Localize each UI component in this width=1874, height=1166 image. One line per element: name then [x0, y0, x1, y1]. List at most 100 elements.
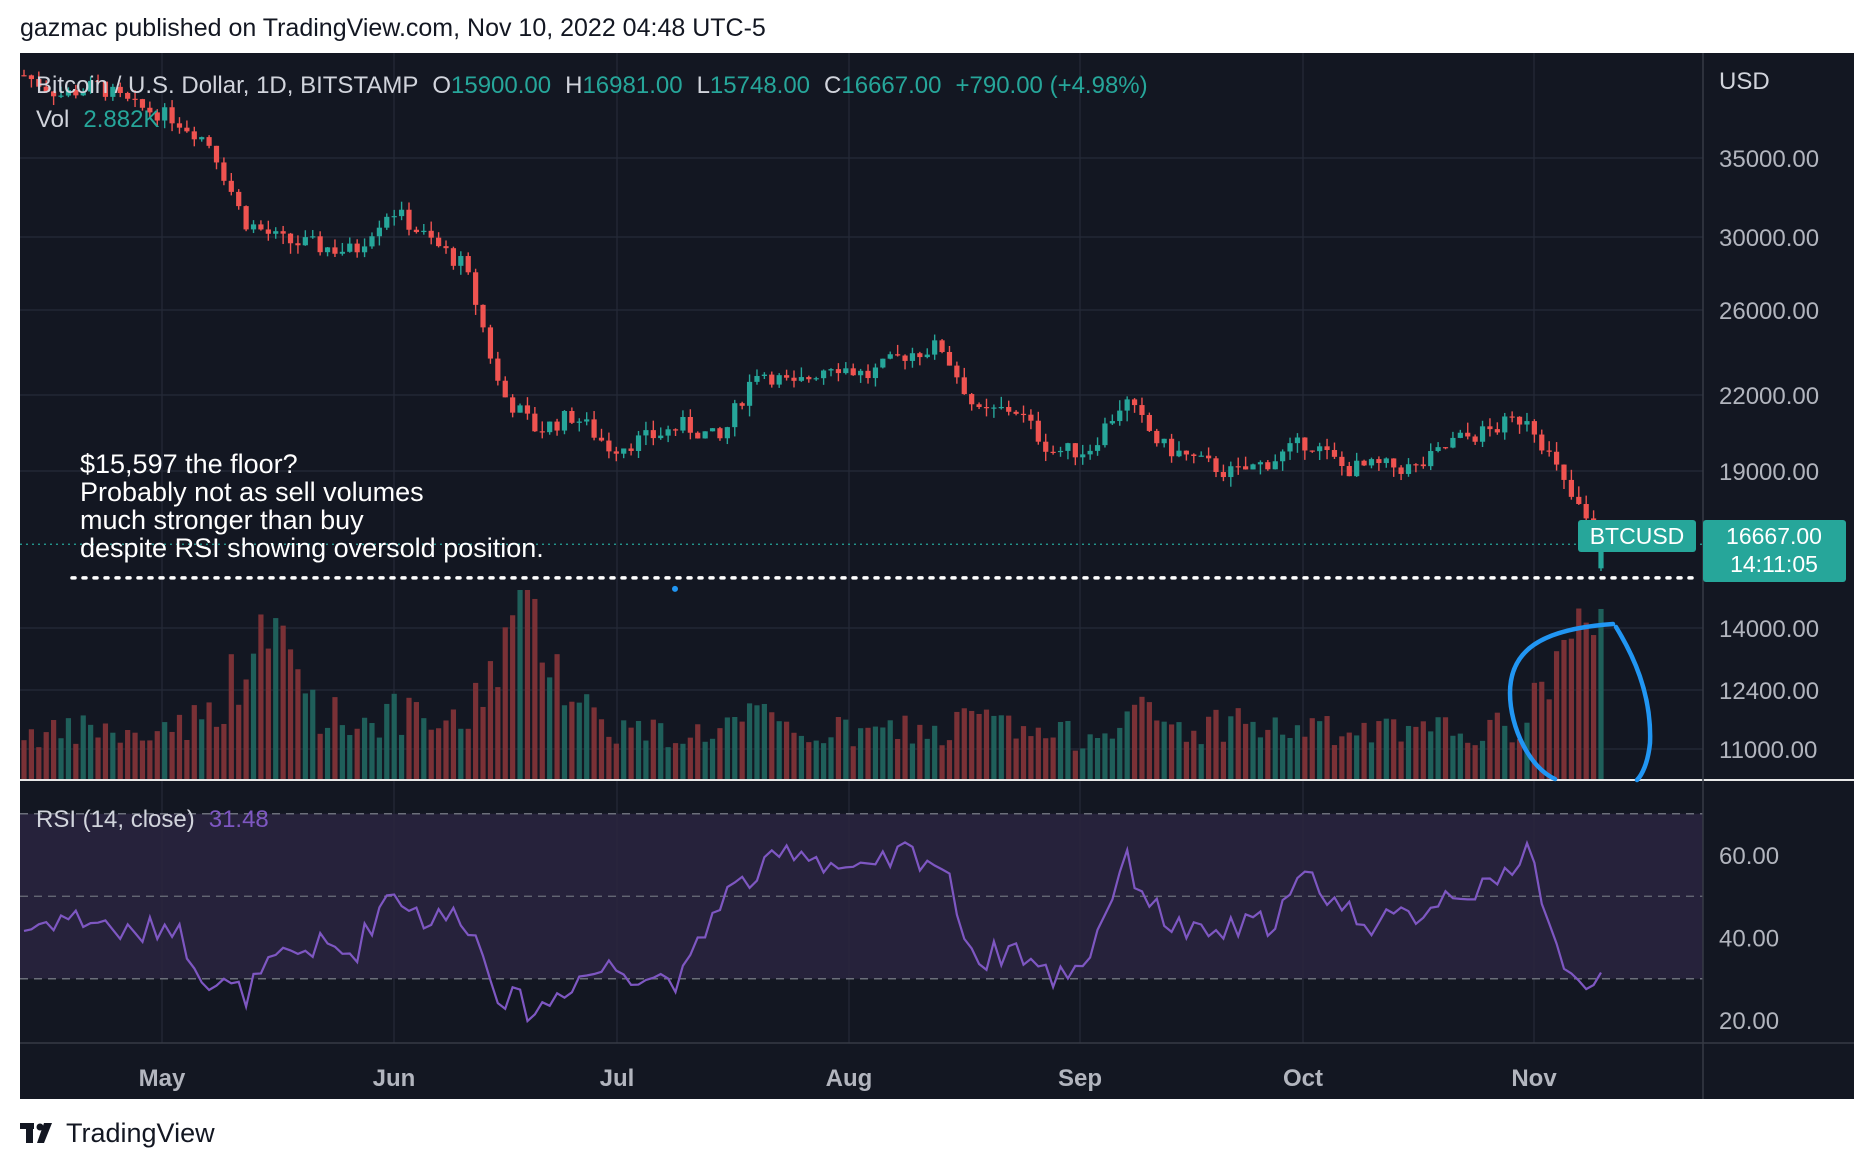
candle-body [384, 216, 390, 228]
hand-drawn-circle[interactable] [1507, 621, 1653, 783]
chart-container[interactable]: Bitcoin / U.S. Dollar, 1D, BITSTAMP O1590… [20, 53, 1854, 1099]
volume-bar [361, 717, 368, 780]
candle-body [969, 394, 975, 405]
volume-bar [21, 740, 27, 780]
candle-body [1057, 450, 1064, 453]
candle-body [628, 448, 634, 451]
volume-bar [169, 731, 175, 780]
candle-body [1302, 437, 1308, 451]
candle-body [983, 407, 990, 409]
volume-bar [1243, 723, 1249, 780]
volume-bar [406, 697, 412, 780]
candle-body [709, 428, 716, 432]
candle-body [702, 431, 708, 439]
candle-body [650, 430, 656, 439]
volume-bar [887, 720, 893, 780]
volume-bar [1331, 745, 1338, 780]
volume-bar [1435, 717, 1441, 780]
candle-body [687, 416, 693, 433]
volume-bar [1428, 731, 1434, 780]
time-axis-labels[interactable]: May Jun Jul Aug Sep Oct Nov [139, 1065, 1558, 1092]
candle-body [51, 91, 57, 97]
volume-bar [1317, 721, 1323, 780]
candle-body [613, 451, 619, 454]
drawing-anchor-dot[interactable] [672, 585, 678, 592]
candle-body [554, 421, 560, 431]
rsi-tick-label: 60.00 [1719, 843, 1779, 870]
candle-body [1383, 458, 1389, 464]
volume-bar [524, 590, 531, 780]
candle-body [28, 75, 35, 80]
volume-bar [591, 707, 597, 780]
volume-bar [954, 711, 960, 780]
candle-body [162, 107, 168, 121]
candle-body [354, 243, 360, 253]
annotation-text[interactable]: $15,597 the floor? Probably not as sell … [80, 449, 544, 563]
candle-body [347, 243, 353, 252]
candle-body [1598, 544, 1604, 569]
candle-body [1020, 413, 1027, 416]
volume-bar [1080, 748, 1086, 780]
volume-bar [236, 704, 242, 780]
candle-body [1354, 460, 1360, 477]
candle-body [1442, 447, 1449, 449]
time-label: Jun [373, 1065, 416, 1092]
candle-body [1472, 436, 1478, 442]
candle-body [1376, 459, 1382, 464]
volume-bar [1176, 722, 1182, 780]
volume-bar [310, 689, 316, 780]
volume-bar [1109, 738, 1115, 780]
volume-bar [1265, 729, 1271, 780]
candle-body [902, 355, 908, 361]
candle-body [939, 340, 945, 353]
candle-body [1235, 466, 1241, 468]
volume-bar [1124, 711, 1130, 780]
svg-text:BTCUSD: BTCUSD [1590, 523, 1685, 549]
candle-body [732, 403, 738, 428]
candle-body [280, 231, 286, 234]
candle-body [1280, 451, 1286, 462]
candle-body [665, 429, 671, 436]
candle-body [391, 216, 397, 218]
volume-bar [1161, 721, 1167, 780]
volume-bar [421, 718, 427, 780]
rsi-axis-ticks[interactable]: 60.00 40.00 20.00 [1719, 843, 1779, 1035]
volume-bar [835, 717, 842, 780]
candle-body [917, 353, 923, 358]
candle-body [265, 229, 271, 234]
candle-body [80, 91, 86, 96]
volume-bar [1576, 608, 1582, 780]
volume-bar [184, 739, 190, 780]
volume-bar [295, 669, 301, 780]
volume-bar [1146, 702, 1152, 780]
volume-bar [443, 720, 449, 780]
candle-body [1317, 446, 1323, 452]
price-tick-label: 26000.00 [1719, 298, 1819, 325]
volume-bar [1235, 708, 1241, 780]
volume-bar [1398, 741, 1404, 780]
volume-bar [1020, 726, 1027, 780]
candle-body [102, 81, 109, 97]
candle-body [236, 191, 242, 207]
candle-body [606, 440, 612, 452]
volume-bar [480, 706, 486, 780]
candle-body [376, 227, 382, 237]
volume-bar [991, 715, 997, 780]
volume-bar [1302, 736, 1308, 780]
price-axis-ticks[interactable]: 35000.00 30000.00 26000.00 22000.00 19000.00… [1719, 146, 1819, 764]
volume-bar [576, 702, 582, 780]
volume-bar [1087, 734, 1093, 780]
candle-body [206, 137, 212, 146]
volume-bar [1502, 725, 1508, 780]
candle-body [1398, 467, 1404, 474]
time-label: Sep [1058, 1065, 1102, 1092]
candle-body [43, 86, 49, 92]
volume-bar [1072, 750, 1078, 780]
footer-brand[interactable]: TradingView [20, 1118, 215, 1149]
candle-body [1309, 450, 1315, 452]
volume-bar [739, 721, 745, 780]
volume-bar [273, 618, 279, 780]
candle-body [228, 180, 234, 192]
rsi-tick-label: 20.00 [1719, 1008, 1779, 1035]
candle-body [1168, 438, 1175, 457]
